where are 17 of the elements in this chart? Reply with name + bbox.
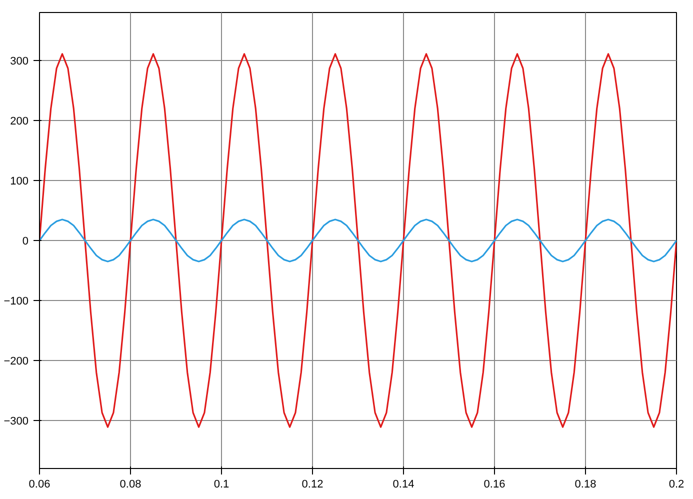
line-series: [40, 218, 676, 262]
y-tick-label: −300: [4, 416, 29, 428]
x-tick-label: 0.1: [214, 478, 230, 490]
x-tick-label: 0.12: [302, 478, 324, 490]
x-tick-label: 0.14: [392, 478, 414, 490]
x-tick-label: 0.18: [574, 478, 596, 490]
x-tick-label: 0.08: [120, 478, 142, 490]
x-tick-label: 0.2: [668, 478, 684, 490]
y-tick-label: −200: [4, 356, 29, 368]
y-tick-label: −100: [4, 296, 29, 308]
y-tick-label: 0: [22, 236, 29, 248]
x-tick-label: 0.16: [484, 478, 506, 490]
y-tick-label: 100: [10, 176, 29, 188]
y-tick-label: 200: [10, 116, 29, 128]
y-tick-label: 300: [10, 56, 29, 68]
line-series: [40, 53, 676, 428]
x-tick-label: 0.06: [28, 478, 50, 490]
